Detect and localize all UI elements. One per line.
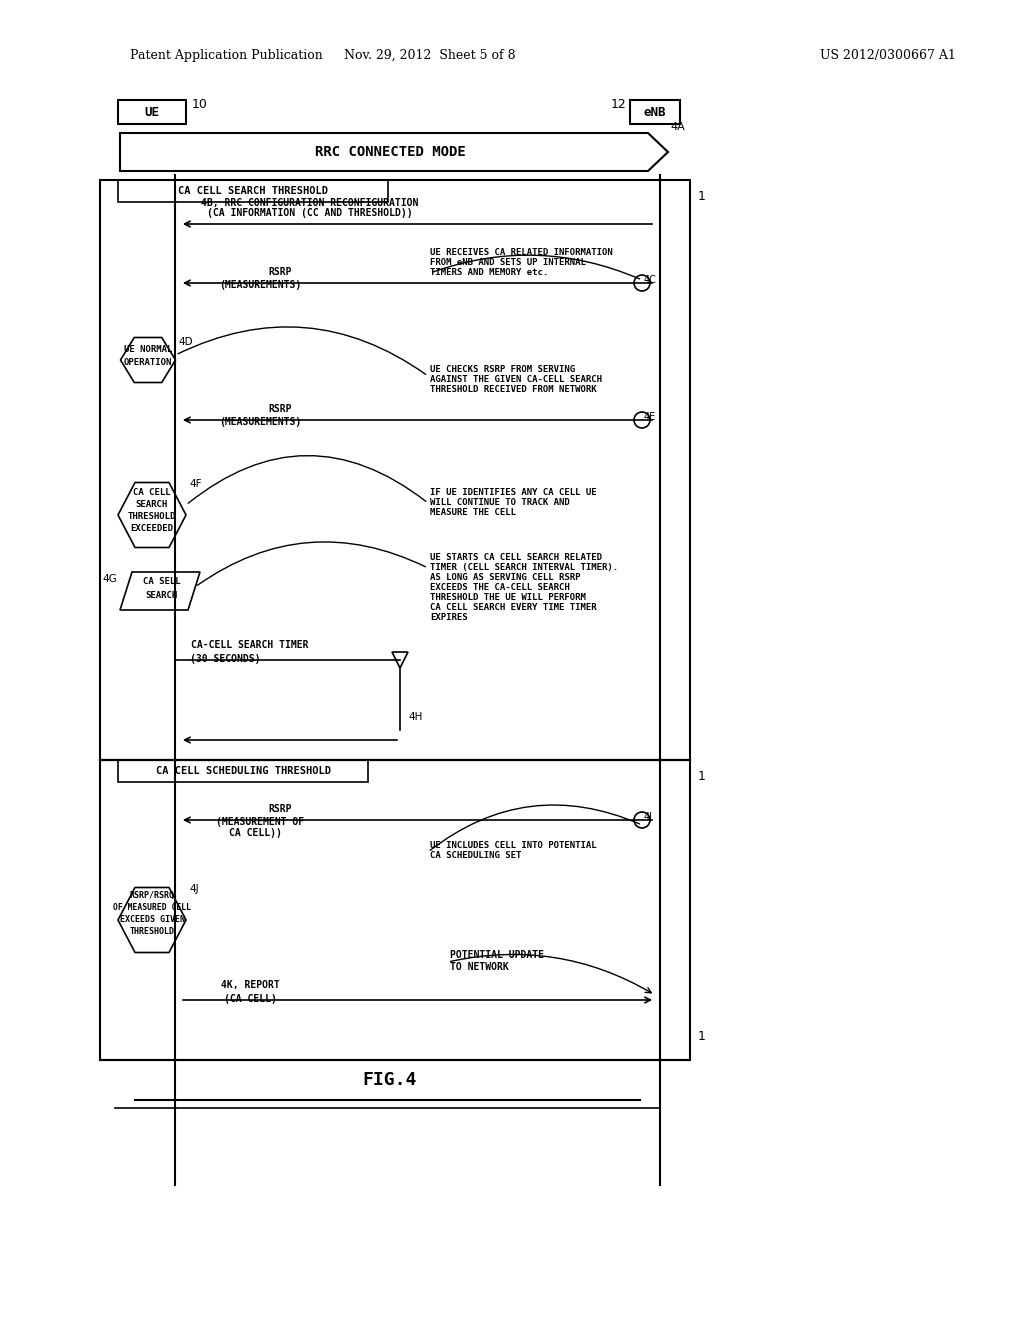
Text: EXPIRES: EXPIRES [430,612,468,622]
Text: UE NORMAL: UE NORMAL [124,345,172,354]
Text: 4F: 4F [189,479,202,488]
Text: CA SELL: CA SELL [143,577,181,586]
Text: UE STARTS CA CELL SEARCH RELATED: UE STARTS CA CELL SEARCH RELATED [430,553,602,562]
Text: (MEASUREMENTS): (MEASUREMENTS) [219,280,301,290]
Polygon shape [120,572,200,610]
Polygon shape [392,652,408,668]
Text: POTENTIAL UPDATE: POTENTIAL UPDATE [450,950,544,960]
Text: RSRP: RSRP [268,804,292,814]
Text: OF MEASURED CELL: OF MEASURED CELL [113,903,191,912]
Text: 10: 10 [193,98,208,111]
Text: CA-CELL SEARCH TIMER: CA-CELL SEARCH TIMER [191,640,309,649]
Text: UE INCLUDES CELL INTO POTENTIAL: UE INCLUDES CELL INTO POTENTIAL [430,841,597,850]
Text: CA CELL SEARCH EVERY TIME TIMER: CA CELL SEARCH EVERY TIME TIMER [430,603,597,612]
Text: TIMERS AND MEMORY etc.: TIMERS AND MEMORY etc. [430,268,548,277]
Text: 4E: 4E [644,412,656,422]
Text: 4A: 4A [670,121,685,132]
Text: UE CHECKS RSRP FROM SERVING: UE CHECKS RSRP FROM SERVING [430,366,575,374]
Text: RRC CONNECTED MODE: RRC CONNECTED MODE [314,145,465,158]
Text: AS LONG AS SERVING CELL RSRP: AS LONG AS SERVING CELL RSRP [430,573,581,582]
Text: 1: 1 [698,1030,706,1043]
Text: (MEASUREMENTS): (MEASUREMENTS) [219,417,301,426]
Text: Patent Application Publication: Patent Application Publication [130,49,323,62]
Text: 4C: 4C [644,275,656,285]
Bar [630,100,680,124]
Text: 4J: 4J [189,884,199,894]
Text: RSRP/RSRQ: RSRP/RSRQ [129,891,174,900]
Text: WILL CONTINUE TO TRACK AND: WILL CONTINUE TO TRACK AND [430,498,569,507]
Text: THRESHOLD RECEIVED FROM NETWORK: THRESHOLD RECEIVED FROM NETWORK [430,385,597,393]
Text: 4H: 4H [408,711,422,722]
Text: UE RECEIVES CA RELATED INFORMATION: UE RECEIVES CA RELATED INFORMATION [430,248,612,257]
Text: THRESHOLD: THRESHOLD [129,927,174,936]
Text: (CA INFORMATION (CC AND THRESHOLD)): (CA INFORMATION (CC AND THRESHOLD)) [207,209,413,218]
Text: EXCEEDS GIVEN: EXCEEDS GIVEN [120,915,184,924]
Text: SEARCH: SEARCH [145,591,178,601]
Text: RSRP: RSRP [268,404,292,414]
Text: FROM eNB AND SETS UP INTERNAL: FROM eNB AND SETS UP INTERNAL [430,257,586,267]
Text: THRESHOLD THE UE WILL PERFORM: THRESHOLD THE UE WILL PERFORM [430,593,586,602]
Bar [100,180,690,760]
Text: UE: UE [144,106,160,119]
Text: RSRP: RSRP [268,267,292,277]
Text: TIMER (CELL SEARCH INTERVAL TIMER).: TIMER (CELL SEARCH INTERVAL TIMER). [430,564,618,572]
Text: CA CELL SCHEDULING THRESHOLD: CA CELL SCHEDULING THRESHOLD [156,766,331,776]
Text: 4D: 4D [178,337,194,347]
Text: SEARCH: SEARCH [136,500,168,510]
Bar [118,100,186,124]
Text: 12: 12 [610,98,626,111]
Bar [100,760,690,1060]
Text: EXCEEDS THE CA-CELL SEARCH: EXCEEDS THE CA-CELL SEARCH [430,583,569,591]
Text: FIG.4: FIG.4 [362,1071,417,1089]
Text: EXCEEDED: EXCEEDED [130,524,173,533]
Bar [118,180,388,202]
Bar [118,760,368,781]
Polygon shape [121,338,175,383]
Text: CA SCHEDULING SET: CA SCHEDULING SET [430,851,521,861]
Text: US 2012/0300667 A1: US 2012/0300667 A1 [820,49,955,62]
Text: (30 SECONDS): (30 SECONDS) [189,653,260,664]
Text: CA CELL SEARCH THRESHOLD: CA CELL SEARCH THRESHOLD [178,186,328,195]
Text: IF UE IDENTIFIES ANY CA CELL UE: IF UE IDENTIFIES ANY CA CELL UE [430,488,597,498]
Text: (MEASUREMENT OF: (MEASUREMENT OF [216,817,304,828]
Polygon shape [118,887,186,953]
Polygon shape [118,483,186,548]
Text: 4K, REPORT: 4K, REPORT [220,979,280,990]
Text: OPERATION: OPERATION [124,358,172,367]
Text: 4G: 4G [102,574,117,583]
Text: 1: 1 [698,770,706,783]
Text: CA CELL)): CA CELL)) [228,828,282,838]
Text: eNB: eNB [644,106,667,119]
Text: (CA CELL): (CA CELL) [223,994,276,1005]
Text: TO NETWORK: TO NETWORK [450,962,509,972]
Text: THRESHOLD: THRESHOLD [128,512,176,521]
Text: 4B, RRC CONFIGURATION RECONFIGURATION: 4B, RRC CONFIGURATION RECONFIGURATION [202,198,419,209]
Text: CA CELL: CA CELL [133,488,171,498]
Text: AGAINST THE GIVEN CA-CELL SEARCH: AGAINST THE GIVEN CA-CELL SEARCH [430,375,602,384]
Text: MEASURE THE CELL: MEASURE THE CELL [430,508,516,517]
Text: 1: 1 [698,190,706,203]
Text: Nov. 29, 2012  Sheet 5 of 8: Nov. 29, 2012 Sheet 5 of 8 [344,49,516,62]
Text: 4I: 4I [644,812,653,822]
